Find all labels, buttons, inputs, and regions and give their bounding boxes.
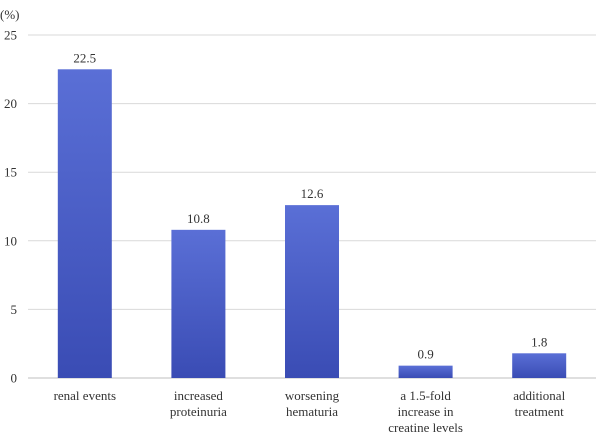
bar [398, 365, 453, 378]
x-category-label-line: increase in [398, 404, 454, 419]
x-category-label-line: renal events [54, 388, 116, 403]
data-label: 1.8 [531, 334, 547, 349]
bar [512, 353, 567, 378]
category-labels: renal events increased proteinuria worsenin… [54, 388, 566, 435]
bar [171, 229, 226, 378]
x-category-label: renal events [54, 388, 116, 403]
data-labels: 22.5 10.8 12.6 0.9 1.8 [73, 50, 547, 361]
bar [285, 205, 339, 378]
bars [57, 69, 567, 379]
y-tick-label: 0 [11, 371, 18, 386]
y-axis-unit-label: (%) [0, 7, 20, 22]
x-category-label: additional treatment [513, 388, 565, 419]
y-tick-label: 25 [4, 28, 17, 43]
x-category-label: worsening hematuria [285, 388, 340, 419]
x-category-label-line: proteinuria [170, 404, 227, 419]
x-category-label: increased proteinuria [170, 388, 227, 419]
y-axis-ticks: 0 5 10 15 20 25 [4, 28, 17, 386]
y-tick-label: 5 [11, 302, 18, 317]
data-label: 0.9 [417, 347, 433, 362]
data-label: 10.8 [187, 211, 210, 226]
y-tick-label: 10 [4, 233, 17, 248]
x-category-label-line: creatine levels [388, 420, 463, 435]
data-label: 12.6 [301, 186, 324, 201]
data-label: 22.5 [73, 50, 96, 65]
x-category-label-line: increased [174, 388, 224, 403]
x-category-label-line: a 1.5-fold [400, 388, 451, 403]
x-category-label: a 1.5-fold increase in creatine levels [388, 388, 463, 435]
x-category-label-line: additional [513, 388, 565, 403]
x-category-label-line: treatment [515, 404, 564, 419]
bar [57, 69, 112, 379]
y-tick-label: 20 [4, 96, 17, 111]
y-tick-label: 15 [4, 165, 17, 180]
x-category-label-line: worsening [285, 388, 340, 403]
x-category-label-line: hematuria [286, 404, 338, 419]
